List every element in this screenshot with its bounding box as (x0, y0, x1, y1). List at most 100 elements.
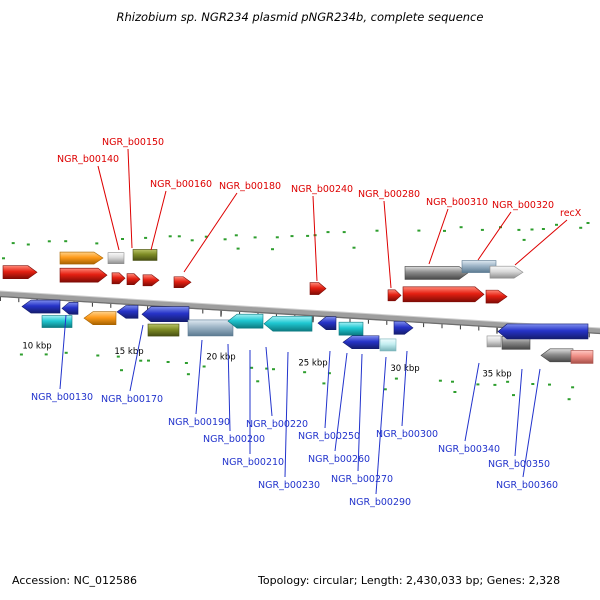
callout-line (265, 346, 273, 417)
gene-arrow[interactable] (59, 267, 108, 283)
gene-label[interactable]: NGR_b00140 (57, 154, 119, 165)
axis-tick-label: 35 kbp (482, 370, 511, 380)
frame-dot (272, 368, 275, 371)
frame-dot (44, 353, 48, 356)
callout-line (522, 368, 541, 478)
gene-label[interactable]: NGR_b00130 (31, 392, 93, 403)
frame-dot (139, 359, 143, 362)
gene-label[interactable]: NGR_b00160 (150, 179, 212, 190)
callout-line (334, 352, 348, 452)
gene-label[interactable]: NGR_b00310 (426, 197, 488, 208)
gene-arrow[interactable] (227, 313, 264, 329)
gene-arrow[interactable] (132, 249, 158, 261)
gene-arrow[interactable] (317, 316, 337, 330)
gene-label[interactable]: NGR_b00270 (331, 474, 393, 485)
gene-arrow[interactable] (41, 315, 73, 328)
frame-dot (186, 373, 190, 376)
gene-arrow[interactable] (379, 338, 397, 352)
gene-arrow[interactable] (402, 286, 485, 303)
frame-dot (571, 386, 575, 389)
frame-dot (204, 235, 208, 238)
gene-label[interactable]: NGR_b00320 (492, 200, 554, 211)
gene-arrow[interactable] (61, 302, 79, 315)
gene-arrow[interactable] (142, 274, 160, 287)
gene-arrow[interactable] (21, 299, 61, 314)
gene-arrow[interactable] (111, 272, 126, 285)
gene-arrow[interactable] (59, 251, 104, 265)
axis-tick-label: 30 kbp (390, 364, 419, 374)
gene-arrow[interactable] (173, 276, 192, 289)
callout-line (97, 165, 120, 251)
frame-dot (512, 394, 515, 397)
frame-dot (290, 235, 294, 238)
gene-label[interactable]: NGR_b00200 (203, 434, 265, 445)
gene-arrow[interactable] (404, 266, 469, 280)
frame-dot (443, 229, 446, 232)
gene-arrow[interactable] (485, 289, 508, 304)
gene-arrow[interactable] (486, 335, 502, 348)
gene-arrow[interactable] (497, 323, 589, 340)
gene-label[interactable]: NGR_b00250 (298, 431, 360, 442)
gene-arrow[interactable] (387, 289, 402, 302)
gene-arrow[interactable] (83, 311, 117, 325)
gene-arrow[interactable] (116, 305, 139, 319)
frame-dot (451, 380, 454, 383)
backbone-shadow (0, 295, 600, 335)
gene-arrow[interactable] (107, 252, 125, 264)
gene-label[interactable]: NGR_b00230 (258, 480, 320, 491)
sequence-backbone[interactable] (0, 291, 600, 334)
callout-line (514, 219, 568, 266)
frame-dot (177, 235, 181, 238)
gene-label[interactable]: NGR_b00210 (222, 457, 284, 468)
gene-label[interactable]: NGR_b00170 (101, 394, 163, 405)
gene-label[interactable]: NGR_b00290 (349, 497, 411, 508)
frame-dot (253, 236, 257, 239)
gene-label[interactable]: NGR_b00150 (102, 137, 164, 148)
frame-dot (96, 354, 100, 357)
gene-label[interactable]: NGR_b00340 (438, 444, 500, 455)
gene-arrow[interactable] (489, 265, 524, 279)
gene-arrow[interactable] (147, 323, 180, 337)
gene-label[interactable]: recX (560, 208, 582, 219)
frame-dot (394, 377, 398, 380)
gene-arrow[interactable] (338, 321, 364, 336)
frame-dot (168, 235, 172, 238)
frame-dot (19, 353, 23, 356)
gene-label[interactable]: NGR_b00180 (219, 181, 281, 192)
gene-label[interactable]: NGR_b00350 (488, 459, 550, 470)
page-title: Rhizobium sp. NGR234 plasmid pNGR234b, c… (116, 10, 484, 24)
frame-dot (166, 361, 170, 363)
gene-label[interactable]: NGR_b00190 (168, 417, 230, 428)
gene-arrow[interactable] (540, 348, 574, 363)
frame-dot (522, 238, 526, 241)
gene-arrow[interactable] (309, 282, 327, 295)
gene-label[interactable]: NGR_b00360 (496, 480, 558, 491)
gene-label[interactable]: NGR_b00280 (358, 189, 420, 200)
gene-arrow[interactable] (393, 321, 414, 335)
callout-line (514, 368, 523, 457)
gene-arrow[interactable] (141, 306, 190, 323)
frame-dot (383, 388, 387, 391)
gene-arrow[interactable] (570, 350, 594, 364)
frame-dot (64, 240, 68, 243)
gene-arrow[interactable] (187, 319, 234, 337)
frame-dot (567, 398, 571, 401)
callout-line (383, 200, 392, 289)
frame-dot (541, 228, 545, 230)
gene-arrow[interactable] (263, 315, 313, 332)
callout-line (401, 350, 408, 427)
frame-dot (453, 391, 457, 393)
frame-dot (531, 383, 535, 385)
frame-dot (586, 222, 590, 224)
gene-label[interactable]: NGR_b00260 (308, 454, 370, 465)
frame-dot (147, 359, 150, 362)
gene-arrow[interactable] (2, 265, 38, 280)
gene-label[interactable]: NGR_b00240 (291, 184, 353, 195)
gene-label[interactable]: NGR_b00300 (376, 429, 438, 440)
frame-dot (184, 362, 188, 364)
gene-label[interactable]: NGR_b00220 (246, 419, 308, 430)
gene-arrow[interactable] (342, 335, 380, 350)
frame-dot (2, 257, 5, 260)
gene-arrow[interactable] (126, 273, 141, 286)
